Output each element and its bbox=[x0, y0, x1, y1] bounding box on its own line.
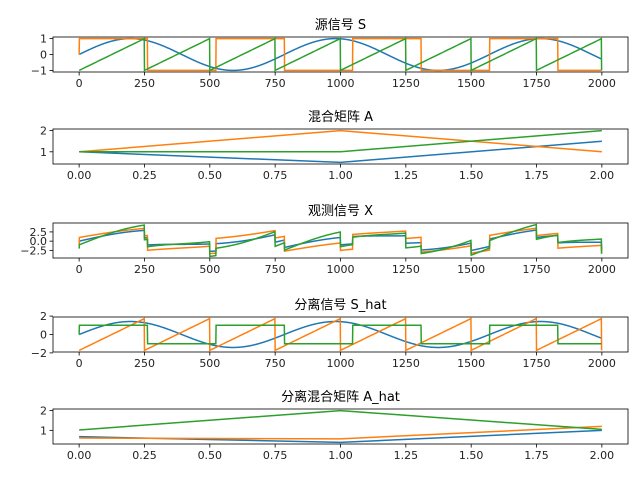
x-tick-label: 250 bbox=[134, 77, 155, 90]
y-tick-label: 1 bbox=[40, 424, 47, 437]
x-tick-label: 0 bbox=[76, 77, 83, 90]
x-tick-label: 0.00 bbox=[67, 169, 92, 182]
subplot-title: 源信号 S bbox=[315, 18, 366, 33]
x-tick-label: 0.75 bbox=[263, 449, 288, 462]
x-tick-label: 1.75 bbox=[524, 169, 549, 182]
series-line-3 bbox=[79, 129, 602, 153]
series-line-2 bbox=[79, 425, 602, 440]
y-tick-label: 0 bbox=[40, 49, 47, 62]
x-tick-label: 1.00 bbox=[328, 169, 353, 182]
x-tick-label: 1.25 bbox=[394, 169, 419, 182]
x-tick-label: 500 bbox=[199, 77, 220, 90]
x-tick-label: 1500 bbox=[457, 77, 485, 90]
x-tick-label: 0.00 bbox=[67, 449, 92, 462]
series-line-1 bbox=[79, 140, 602, 164]
y-tick-label: 2 bbox=[40, 405, 47, 418]
x-tick-label: 500 bbox=[199, 357, 220, 370]
y-tick-label: 1 bbox=[40, 33, 47, 46]
subplot-title: 观测信号 X bbox=[308, 204, 373, 219]
y-tick-label: 0.0 bbox=[30, 235, 48, 248]
x-tick-label: 750 bbox=[265, 77, 286, 90]
x-tick-label: 1.50 bbox=[459, 169, 484, 182]
x-tick-label: 1.75 bbox=[524, 449, 549, 462]
x-tick-label: 1000 bbox=[327, 357, 355, 370]
subplot-5: 分离混合矩阵 A_hat 0.00 0.25 0.50 0.75 1.00 1.25 1.50… bbox=[40, 389, 629, 462]
x-tick-label: 750 bbox=[265, 263, 286, 276]
series-line-1 bbox=[79, 429, 602, 444]
x-tick-label: 2.00 bbox=[590, 169, 615, 182]
x-tick-label: 0.25 bbox=[132, 449, 157, 462]
x-tick-label: 1750 bbox=[523, 263, 551, 276]
series-line-3 bbox=[78, 37, 603, 72]
series-line-3 bbox=[79, 409, 602, 431]
x-tick-label: 2000 bbox=[588, 263, 616, 276]
subplot-4: 分离信号 S_hat 0 250 500 750 1000 1250 1500 1750 2000… bbox=[31, 297, 629, 370]
series-line-2 bbox=[78, 317, 603, 352]
x-tick-label: 1750 bbox=[523, 77, 551, 90]
y-tick-label: −2.5 bbox=[20, 244, 47, 257]
y-tick-label: 2 bbox=[40, 310, 47, 323]
series-line-3 bbox=[78, 223, 603, 258]
x-tick-label: 1.00 bbox=[328, 449, 353, 462]
x-tick-label: 1000 bbox=[327, 263, 355, 276]
x-tick-label: 1250 bbox=[392, 77, 420, 90]
subplot-1: 源信号 S 0 250 500 750 1000 1250 1500 1750 2000 −1 0 1 bbox=[31, 18, 629, 90]
series-line-2 bbox=[79, 129, 602, 153]
x-tick-label: 750 bbox=[265, 357, 286, 370]
subplot-title: 分离混合矩阵 A_hat bbox=[281, 389, 400, 405]
y-tick-label: 2.5 bbox=[30, 226, 48, 239]
x-tick-label: 0 bbox=[76, 357, 83, 370]
y-tick-label: −1 bbox=[31, 64, 47, 77]
y-tick-label: 2 bbox=[40, 125, 47, 138]
x-tick-label: 1500 bbox=[457, 357, 485, 370]
x-tick-label: 1250 bbox=[392, 357, 420, 370]
x-tick-label: 0.50 bbox=[198, 169, 223, 182]
x-tick-label: 250 bbox=[134, 263, 155, 276]
x-tick-label: 1.25 bbox=[394, 449, 419, 462]
x-tick-label: 2000 bbox=[588, 357, 616, 370]
x-tick-label: 500 bbox=[199, 263, 220, 276]
y-tick-label: 1 bbox=[40, 146, 47, 159]
x-tick-label: 0.25 bbox=[132, 169, 157, 182]
x-tick-label: 2000 bbox=[588, 77, 616, 90]
series-line-3 bbox=[78, 324, 602, 345]
x-tick-label: 0.50 bbox=[198, 449, 223, 462]
x-tick-label: 0.75 bbox=[263, 169, 288, 182]
subplot-2: 混合矩阵 A 0.00 0.25 0.50 0.75 1.00 1.25 1.50 1.75 2.… bbox=[40, 110, 629, 182]
x-tick-label: 1250 bbox=[392, 263, 420, 276]
subplot-3: 观测信号 X 0 250 500 750 1000 1250 1500 1750 2000 −2.5… bbox=[20, 204, 629, 276]
subplot-title: 混合矩阵 A bbox=[308, 110, 373, 125]
x-tick-label: 2.00 bbox=[590, 449, 615, 462]
x-tick-label: 1750 bbox=[523, 357, 551, 370]
x-tick-label: 250 bbox=[134, 357, 155, 370]
x-tick-label: 1500 bbox=[457, 263, 485, 276]
x-tick-label: 1000 bbox=[327, 77, 355, 90]
x-tick-label: 1.50 bbox=[459, 449, 484, 462]
x-tick-label: 0 bbox=[76, 263, 83, 276]
subplot-title: 分离信号 S_hat bbox=[294, 297, 386, 313]
y-tick-label: −2 bbox=[31, 347, 47, 360]
y-tick-label: 0 bbox=[40, 328, 47, 341]
